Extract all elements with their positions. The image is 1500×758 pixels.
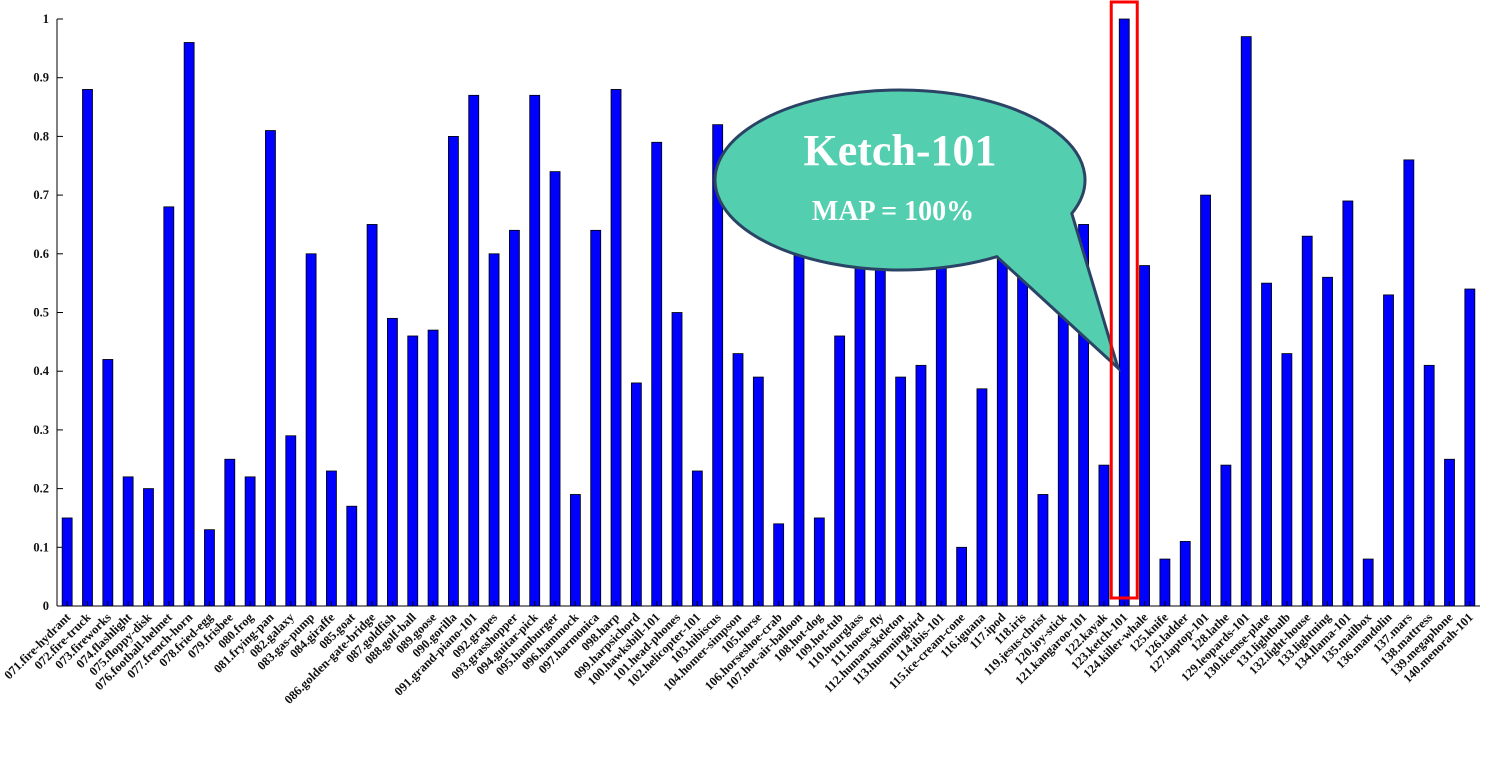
bar-092.grapes <box>488 253 500 607</box>
bar-127.laptop-101 <box>1200 194 1211 607</box>
bar-091.grand-piano-101 <box>468 94 480 607</box>
y-tick-label: 0.2 <box>33 482 49 496</box>
bar-071.fire-hydrant <box>61 517 73 607</box>
highlight-box <box>1109 0 1139 600</box>
bar-136.mandolin <box>1383 294 1394 607</box>
bar-117.ipod <box>996 253 1008 607</box>
bar-081.frying-pan <box>265 130 276 607</box>
callout: Ketch-101 MAP = 100% <box>713 88 1121 373</box>
bar-134.llama-101 <box>1342 200 1354 607</box>
bar-133.lightning <box>1322 276 1333 607</box>
bar-109.hot-tub <box>834 335 846 607</box>
bar-098.harp <box>610 89 622 607</box>
y-tick-label: 0.8 <box>33 129 49 143</box>
bar-116.iguana <box>976 388 988 607</box>
bar-126.ladder <box>1179 541 1191 607</box>
bar-082.galaxy <box>285 435 297 607</box>
bar-079.frisbee <box>224 458 236 607</box>
bar-124.killer-whale <box>1139 265 1150 607</box>
bar-115.ice-cream-cone <box>956 546 968 607</box>
y-tick-label: 0 <box>43 599 49 613</box>
bars <box>61 18 1476 607</box>
bar-106.horseshoe-crab <box>773 523 785 607</box>
bar-095.hamburger <box>549 171 561 607</box>
bar-125.knife <box>1159 558 1171 607</box>
bar-132.light-house <box>1301 235 1313 607</box>
bar-086.golden-gate-bridge <box>366 224 378 607</box>
bar-139.megaphone <box>1444 458 1455 607</box>
y-tick-label: 0.6 <box>33 247 49 261</box>
y-tick-label: 0.1 <box>33 540 49 554</box>
bar-110.hourglass <box>854 253 866 607</box>
y-tick-label: 0.9 <box>33 71 49 85</box>
bar-077.french-horn <box>183 42 195 607</box>
bar-107.hot-air-balloon <box>793 253 805 607</box>
x-tick-labels: 071.fire-hydrant072.fire-truck073.firewo… <box>1 601 1476 707</box>
bar-130.license-plate <box>1261 282 1272 607</box>
bar-137.mars <box>1403 159 1415 607</box>
callout-subtitle: MAP = 100% <box>812 196 974 227</box>
y-tick-label: 0.5 <box>33 306 49 320</box>
y-tick-label: 0.7 <box>33 188 49 202</box>
bar-100.hawksbill-101 <box>651 141 663 607</box>
bar-105.horse <box>752 376 764 607</box>
bar-099.harpsichord <box>630 382 642 607</box>
bar-108.hot-dog <box>813 517 825 607</box>
y-tick-label: 0.3 <box>33 423 49 437</box>
bar-075.floppy-disk <box>143 488 154 607</box>
bar-084.giraffe <box>326 470 337 607</box>
bar-113.hummingbird <box>915 364 927 607</box>
bar-112.human-skeleton <box>895 376 907 607</box>
bar-140.menorah-101 <box>1464 288 1476 607</box>
bar-085.goat <box>346 505 358 607</box>
bar-135.mailbox <box>1362 558 1374 607</box>
y-tick-label: 1 <box>43 12 49 26</box>
bar-102.helicopter-101 <box>691 470 703 607</box>
bar-129.leopards-101 <box>1240 36 1252 607</box>
bar-076.football-helmet <box>163 206 175 607</box>
bar-111.house-fly <box>874 253 886 607</box>
bar-072.fire-truck <box>82 89 93 607</box>
callout-title: Ketch-101 <box>803 126 996 175</box>
bar-078.fried-egg <box>204 529 215 607</box>
bar-131.lightbulb <box>1281 353 1293 607</box>
bar-090.gorilla <box>448 135 459 607</box>
bar-123.ketch-101 <box>1118 18 1130 607</box>
bar-094.guitar-pick <box>529 94 541 607</box>
bar-128.lathe <box>1220 464 1232 607</box>
bar-097.harmonica <box>590 229 602 607</box>
bar-138.mattress <box>1423 364 1435 607</box>
bar-083.gas-pump <box>305 253 317 607</box>
bar-088.golf-ball <box>407 335 419 607</box>
bar-087.goldfish <box>387 317 398 607</box>
bar-096.hammock <box>569 494 581 607</box>
callout-bubble <box>713 88 1121 373</box>
bar-089.goose <box>427 329 439 607</box>
bar-104.homer-simpson <box>732 353 744 607</box>
bar-073.fireworks <box>102 359 114 607</box>
bar-093.grasshopper <box>508 229 520 607</box>
bar-101.head-phones <box>671 312 683 607</box>
bar-074.flashlight <box>122 476 134 607</box>
bar-119.jesus-christ <box>1037 494 1049 607</box>
bar-080.frog <box>244 476 256 607</box>
bar-122.kayak <box>1098 464 1110 607</box>
y-tick-label: 0.4 <box>33 364 49 378</box>
bar-114.ibis-101 <box>935 265 947 607</box>
bar-118.iris <box>1017 253 1029 607</box>
